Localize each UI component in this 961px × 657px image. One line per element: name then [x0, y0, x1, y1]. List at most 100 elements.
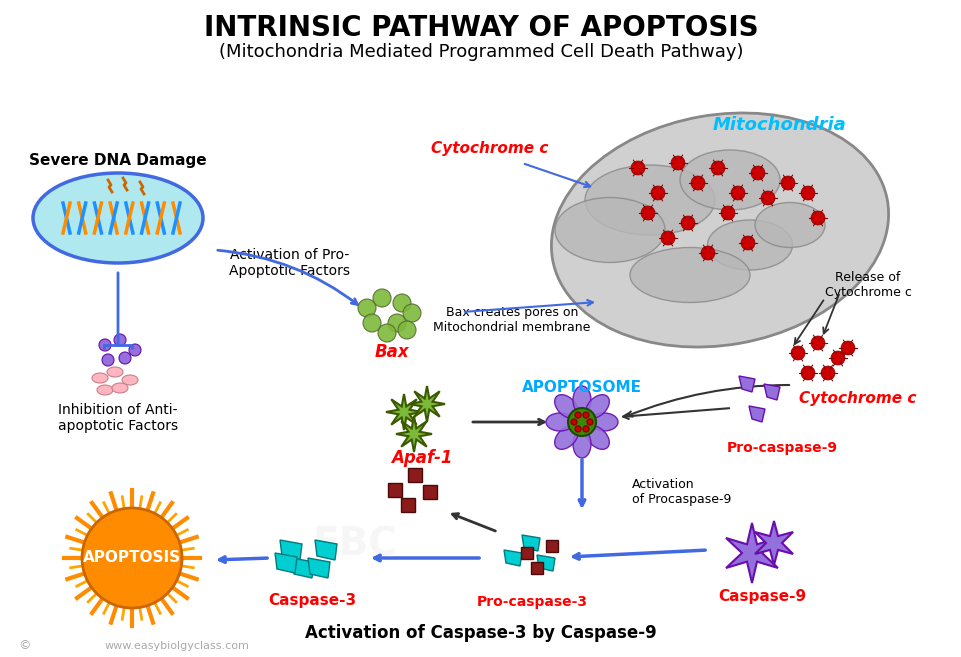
- Ellipse shape: [554, 395, 578, 419]
- Circle shape: [99, 339, 111, 351]
- Circle shape: [680, 216, 694, 230]
- FancyBboxPatch shape: [530, 562, 542, 574]
- Circle shape: [651, 186, 664, 200]
- Text: www.easybiolgyclass.com: www.easybiolgyclass.com: [105, 641, 250, 651]
- Ellipse shape: [706, 220, 792, 270]
- Ellipse shape: [585, 426, 608, 449]
- Text: Bax creates pores on
Mitochondrial membrane: Bax creates pores on Mitochondrial membr…: [432, 306, 590, 334]
- Circle shape: [102, 354, 114, 366]
- Polygon shape: [275, 553, 297, 573]
- Text: Activation of Caspase-3 by Caspase-9: Activation of Caspase-3 by Caspase-9: [305, 624, 656, 642]
- Circle shape: [780, 176, 794, 190]
- Polygon shape: [396, 416, 431, 452]
- Polygon shape: [522, 535, 539, 551]
- Polygon shape: [726, 523, 777, 583]
- Circle shape: [840, 341, 854, 355]
- Ellipse shape: [679, 150, 779, 210]
- Text: Cytochrome c: Cytochrome c: [799, 390, 916, 405]
- Text: Activation of Pro-
Apoptotic Factors: Activation of Pro- Apoptotic Factors: [230, 248, 350, 278]
- Text: Release of
Cytochrome c: Release of Cytochrome c: [824, 271, 910, 299]
- Circle shape: [820, 366, 834, 380]
- FancyBboxPatch shape: [407, 468, 422, 482]
- Text: EBC: EBC: [312, 526, 397, 564]
- Circle shape: [567, 408, 596, 436]
- FancyBboxPatch shape: [423, 485, 436, 499]
- Circle shape: [730, 186, 744, 200]
- Circle shape: [571, 419, 577, 425]
- Circle shape: [660, 231, 675, 245]
- Circle shape: [575, 426, 580, 432]
- Circle shape: [810, 211, 825, 225]
- Text: Caspase-9: Caspase-9: [717, 589, 805, 604]
- Ellipse shape: [584, 165, 714, 235]
- Polygon shape: [292, 558, 313, 578]
- Text: APOPTOSIS: APOPTOSIS: [83, 551, 181, 566]
- Polygon shape: [763, 384, 779, 400]
- Ellipse shape: [122, 375, 137, 385]
- Text: APOPTOSOME: APOPTOSOME: [522, 380, 641, 394]
- Ellipse shape: [629, 248, 750, 302]
- Text: INTRINSIC PATHWAY OF APOPTOSIS: INTRINSIC PATHWAY OF APOPTOSIS: [204, 14, 757, 42]
- Ellipse shape: [573, 386, 590, 414]
- Circle shape: [398, 321, 415, 339]
- Circle shape: [751, 166, 764, 180]
- Circle shape: [82, 508, 182, 608]
- Circle shape: [690, 176, 704, 190]
- Polygon shape: [308, 558, 330, 578]
- Circle shape: [357, 299, 376, 317]
- Circle shape: [801, 366, 814, 380]
- Text: ©: ©: [18, 639, 31, 652]
- Circle shape: [378, 324, 396, 342]
- Polygon shape: [754, 521, 792, 565]
- Circle shape: [760, 191, 775, 205]
- Text: Pro-caspase-3: Pro-caspase-3: [476, 595, 587, 609]
- FancyBboxPatch shape: [401, 498, 414, 512]
- Circle shape: [740, 236, 754, 250]
- Ellipse shape: [107, 367, 123, 377]
- Ellipse shape: [585, 395, 608, 419]
- FancyBboxPatch shape: [387, 483, 402, 497]
- Ellipse shape: [754, 202, 825, 248]
- FancyBboxPatch shape: [521, 547, 532, 559]
- Text: Severe DNA Damage: Severe DNA Damage: [29, 152, 207, 168]
- Ellipse shape: [551, 113, 888, 347]
- Circle shape: [701, 246, 714, 260]
- Circle shape: [710, 161, 725, 175]
- Polygon shape: [738, 376, 754, 392]
- Circle shape: [373, 289, 390, 307]
- Ellipse shape: [546, 413, 574, 431]
- Circle shape: [575, 412, 580, 418]
- Polygon shape: [504, 550, 522, 566]
- Text: Bax: Bax: [374, 343, 408, 361]
- Ellipse shape: [111, 383, 128, 393]
- Circle shape: [801, 186, 814, 200]
- Circle shape: [129, 344, 141, 356]
- Circle shape: [640, 206, 654, 220]
- Text: (Mitochondria Mediated Programmed Cell Death Pathway): (Mitochondria Mediated Programmed Cell D…: [218, 43, 743, 61]
- Ellipse shape: [97, 385, 112, 395]
- Circle shape: [387, 314, 406, 332]
- Ellipse shape: [92, 373, 108, 383]
- Circle shape: [403, 304, 421, 322]
- Circle shape: [671, 156, 684, 170]
- FancyBboxPatch shape: [546, 540, 557, 552]
- Text: Inhibition of Anti-
apoptotic Factors: Inhibition of Anti- apoptotic Factors: [58, 403, 178, 433]
- Circle shape: [582, 426, 588, 432]
- Ellipse shape: [554, 198, 664, 263]
- Circle shape: [630, 161, 644, 175]
- Text: Caspase-3: Caspase-3: [268, 593, 356, 608]
- Polygon shape: [536, 555, 554, 571]
- Circle shape: [586, 419, 592, 425]
- Circle shape: [114, 334, 126, 346]
- Circle shape: [790, 346, 804, 360]
- Circle shape: [810, 336, 825, 350]
- Circle shape: [362, 314, 381, 332]
- Polygon shape: [385, 394, 422, 430]
- Text: Pro-caspase-9: Pro-caspase-9: [726, 441, 837, 455]
- Circle shape: [582, 412, 588, 418]
- Circle shape: [393, 294, 410, 312]
- Text: Apaf-1: Apaf-1: [391, 449, 453, 467]
- Ellipse shape: [33, 173, 203, 263]
- Circle shape: [119, 352, 131, 364]
- Polygon shape: [314, 540, 336, 560]
